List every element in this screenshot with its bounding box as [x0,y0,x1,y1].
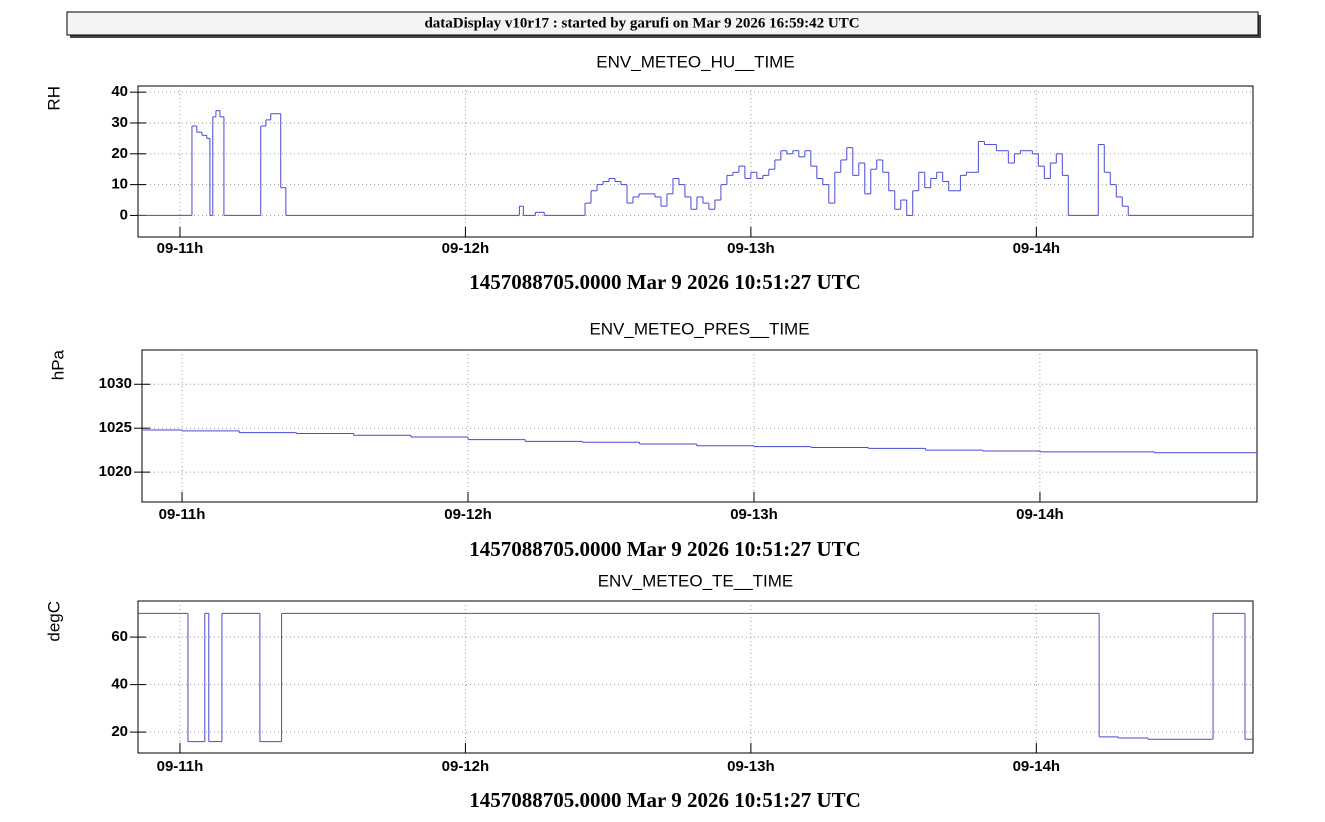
x-tick-label: 09-11h [157,758,204,775]
x-tick-label: 09-14h [1016,506,1064,523]
x-tick-label: 09-13h [727,758,775,775]
x-axis-label: 1457088705.0000 Mar 9 2026 10:51:27 UTC [469,788,861,812]
x-tick-label: 09-13h [730,506,778,523]
x-tick-label: 09-12h [442,240,490,257]
x-tick-label: 09-12h [442,758,490,775]
x-tick-label: 09-12h [444,506,492,523]
x-tick-label: 09-14h [1013,758,1061,775]
y-tick-label: 1030 [99,375,132,392]
y-axis-label: degC [44,601,63,642]
y-tick-label: 1020 [99,463,132,480]
y-tick-label: 30 [111,114,128,131]
header-box [66,11,1259,36]
x-tick-label: 09-14h [1013,240,1061,257]
plot-frame [137,85,1254,238]
chart-title: ENV_METEO_TE__TIME [598,571,794,590]
y-tick-label: 10 [111,176,128,193]
x-tick-label: 09-13h [727,240,775,257]
x-axis-label: 1457088705.0000 Mar 9 2026 10:51:27 UTC [469,537,861,561]
y-axis-label: RH [44,86,63,111]
chart-title: ENV_METEO_PRES__TIME [589,319,809,338]
y-tick-label: 60 [111,628,128,645]
y-tick-label: 0 [120,206,128,223]
y-axis-label: hPa [48,349,67,380]
x-axis-label: 1457088705.0000 Mar 9 2026 10:51:27 UTC [469,270,861,294]
y-tick-label: 20 [111,145,128,162]
plot-frame [141,349,1258,503]
plot-frame [137,600,1254,754]
header-title: dataDisplay v10r17 : started by garufi o… [424,15,859,31]
y-tick-label: 40 [111,83,128,100]
y-tick-label: 40 [111,676,128,693]
y-tick-label: 20 [111,723,128,740]
x-tick-label: 09-11h [157,240,204,257]
x-tick-label: 09-11h [159,506,206,523]
chart-title: ENV_METEO_HU__TIME [596,52,794,71]
y-tick-label: 1025 [99,419,132,436]
